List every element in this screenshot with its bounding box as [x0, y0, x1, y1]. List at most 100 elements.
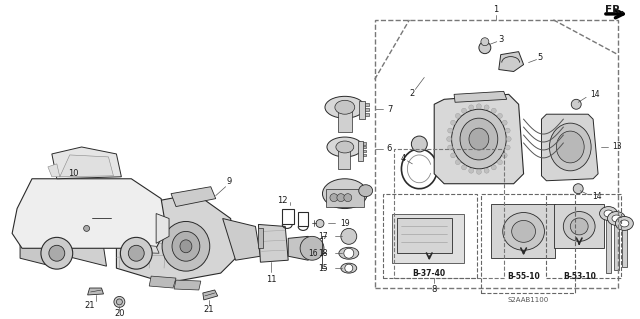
Text: 13: 13 [612, 143, 621, 152]
Bar [363, 142, 365, 145]
Ellipse shape [620, 220, 629, 227]
Ellipse shape [452, 109, 506, 169]
Polygon shape [131, 244, 159, 253]
Ellipse shape [570, 218, 588, 235]
Circle shape [330, 194, 338, 202]
Circle shape [461, 108, 467, 113]
Bar [383, 194, 477, 278]
Text: B-55-10: B-55-10 [508, 271, 540, 281]
Circle shape [455, 160, 460, 165]
Bar [491, 204, 556, 258]
Ellipse shape [327, 137, 363, 157]
Bar [554, 204, 604, 248]
Bar [326, 189, 364, 207]
Text: 12: 12 [277, 196, 287, 205]
Circle shape [479, 42, 491, 54]
Circle shape [120, 237, 152, 269]
Circle shape [492, 165, 496, 170]
Polygon shape [52, 147, 122, 179]
Circle shape [506, 137, 511, 142]
Circle shape [481, 38, 489, 46]
Circle shape [341, 228, 356, 244]
Polygon shape [171, 187, 216, 207]
Circle shape [412, 136, 428, 152]
Ellipse shape [359, 185, 372, 197]
Text: 4: 4 [401, 154, 406, 163]
Polygon shape [203, 290, 218, 300]
Ellipse shape [563, 211, 595, 241]
Ellipse shape [114, 296, 125, 308]
Ellipse shape [316, 219, 324, 227]
Polygon shape [499, 52, 524, 71]
Circle shape [484, 105, 489, 110]
Circle shape [345, 264, 353, 272]
Text: 10: 10 [68, 169, 79, 178]
Circle shape [447, 137, 452, 142]
Circle shape [492, 108, 496, 113]
Circle shape [447, 128, 452, 133]
Bar [397, 219, 452, 253]
Bar [481, 194, 575, 293]
Ellipse shape [325, 96, 365, 118]
Ellipse shape [549, 123, 591, 171]
Ellipse shape [616, 217, 634, 230]
Polygon shape [57, 234, 106, 266]
Polygon shape [20, 228, 67, 268]
Circle shape [476, 169, 481, 174]
Bar [363, 154, 365, 156]
Bar [365, 113, 369, 116]
Polygon shape [434, 94, 524, 184]
Ellipse shape [511, 220, 536, 242]
Circle shape [497, 113, 502, 118]
Text: 6: 6 [387, 145, 392, 153]
Ellipse shape [503, 212, 545, 250]
Ellipse shape [172, 231, 200, 261]
Text: 9: 9 [226, 177, 231, 186]
Polygon shape [116, 194, 236, 283]
Circle shape [81, 208, 86, 213]
Text: 3: 3 [498, 35, 504, 44]
Polygon shape [174, 280, 201, 290]
Text: 14: 14 [590, 90, 600, 99]
Polygon shape [541, 114, 598, 181]
Bar [394, 149, 504, 278]
Bar [358, 141, 363, 161]
Circle shape [505, 128, 510, 133]
Bar [338, 147, 350, 169]
Circle shape [484, 168, 489, 173]
Bar [614, 223, 619, 270]
Polygon shape [60, 155, 113, 177]
Circle shape [476, 104, 481, 109]
Text: S2AAB1100: S2AAB1100 [508, 297, 549, 303]
Circle shape [461, 165, 467, 170]
Circle shape [451, 153, 456, 158]
Bar [374, 20, 618, 288]
Text: 1: 1 [493, 5, 499, 14]
Text: 14: 14 [592, 192, 602, 201]
Bar [363, 146, 365, 148]
Polygon shape [259, 225, 288, 262]
Circle shape [468, 105, 474, 110]
Ellipse shape [600, 207, 618, 220]
Circle shape [337, 194, 345, 202]
Circle shape [344, 194, 352, 202]
Bar [606, 219, 611, 273]
Circle shape [447, 145, 452, 150]
Ellipse shape [469, 128, 489, 150]
Circle shape [455, 113, 460, 118]
Text: 16: 16 [308, 249, 318, 258]
Polygon shape [392, 213, 464, 263]
Text: 11: 11 [266, 275, 276, 284]
Polygon shape [12, 179, 166, 248]
Circle shape [502, 153, 507, 158]
Ellipse shape [341, 263, 356, 273]
Ellipse shape [336, 141, 354, 153]
Ellipse shape [323, 179, 367, 209]
Text: 5: 5 [538, 53, 543, 62]
Ellipse shape [162, 221, 210, 271]
Ellipse shape [460, 118, 498, 160]
Polygon shape [57, 187, 102, 228]
Polygon shape [454, 91, 507, 102]
Bar [365, 103, 369, 106]
Bar [259, 228, 264, 248]
